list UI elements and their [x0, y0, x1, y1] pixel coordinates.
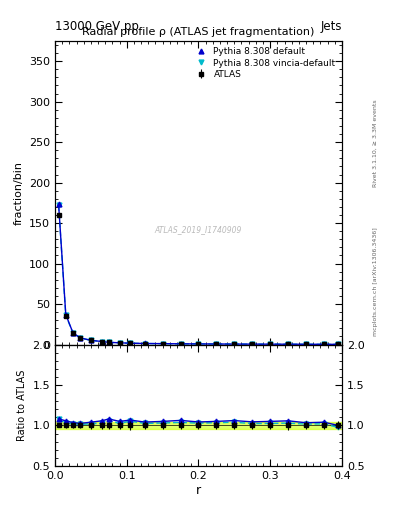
- Pythia 8.308 vincia-default: [71, 330, 75, 336]
- Pythia 8.308 default: [78, 335, 83, 341]
- Pythia 8.308 vincia-default: [250, 341, 255, 347]
- Pythia 8.308 default: [63, 311, 68, 317]
- Pythia 8.308 vincia-default: [321, 341, 326, 347]
- Pythia 8.308 default: [250, 341, 255, 347]
- Pythia 8.308 default: [88, 337, 93, 344]
- Pythia 8.308 default: [232, 341, 237, 347]
- Pythia 8.308 default: [286, 341, 290, 347]
- Pythia 8.308 vincia-default: [63, 312, 68, 318]
- Bar: [55, 422, 342, 429]
- Pythia 8.308 default: [321, 341, 326, 347]
- Pythia 8.308 vincia-default: [160, 340, 165, 347]
- Pythia 8.308 default: [128, 340, 133, 346]
- Pythia 8.308 vincia-default: [304, 341, 309, 347]
- Pythia 8.308 vincia-default: [142, 340, 147, 347]
- Text: Jets: Jets: [320, 20, 342, 33]
- Pythia 8.308 vincia-default: [232, 341, 237, 347]
- Pythia 8.308 vincia-default: [214, 341, 219, 347]
- Pythia 8.308 default: [56, 201, 61, 207]
- Pythia 8.308 vincia-default: [99, 338, 104, 345]
- Line: Pythia 8.308 vincia-default: Pythia 8.308 vincia-default: [56, 203, 341, 347]
- Text: mcplots.cern.ch [arXiv:1306.3436]: mcplots.cern.ch [arXiv:1306.3436]: [373, 227, 378, 336]
- Pythia 8.308 vincia-default: [128, 340, 133, 346]
- Pythia 8.308 vincia-default: [286, 341, 290, 347]
- Pythia 8.308 default: [107, 339, 111, 346]
- Pythia 8.308 default: [268, 341, 273, 347]
- Title: Radial profile ρ (ATLAS jet fragmentation): Radial profile ρ (ATLAS jet fragmentatio…: [82, 28, 315, 37]
- Pythia 8.308 default: [99, 338, 104, 345]
- Pythia 8.308 default: [196, 341, 201, 347]
- Pythia 8.308 default: [71, 330, 75, 336]
- Text: ATLAS_2019_I1740909: ATLAS_2019_I1740909: [155, 225, 242, 233]
- Pythia 8.308 default: [178, 341, 183, 347]
- Pythia 8.308 vincia-default: [107, 339, 111, 346]
- Line: Pythia 8.308 default: Pythia 8.308 default: [56, 202, 341, 347]
- Pythia 8.308 vincia-default: [336, 342, 341, 348]
- Pythia 8.308 default: [336, 342, 341, 348]
- Pythia 8.308 vincia-default: [117, 340, 122, 346]
- Legend: Pythia 8.308 default, Pythia 8.308 vincia-default, ATLAS: Pythia 8.308 default, Pythia 8.308 vinci…: [190, 46, 338, 80]
- Pythia 8.308 default: [304, 341, 309, 347]
- Y-axis label: fraction/bin: fraction/bin: [13, 161, 24, 225]
- X-axis label: r: r: [196, 483, 201, 497]
- Pythia 8.308 default: [117, 340, 122, 346]
- Pythia 8.308 default: [142, 340, 147, 347]
- Pythia 8.308 vincia-default: [268, 341, 273, 347]
- Pythia 8.308 vincia-default: [178, 341, 183, 347]
- Pythia 8.308 vincia-default: [78, 335, 83, 341]
- Y-axis label: Ratio to ATLAS: Ratio to ATLAS: [17, 370, 27, 441]
- Pythia 8.308 default: [214, 341, 219, 347]
- Pythia 8.308 vincia-default: [88, 337, 93, 344]
- Pythia 8.308 vincia-default: [56, 202, 61, 208]
- Pythia 8.308 vincia-default: [196, 341, 201, 347]
- Text: Rivet 3.1.10, ≥ 3.3M events: Rivet 3.1.10, ≥ 3.3M events: [373, 99, 378, 187]
- Text: 13000 GeV pp: 13000 GeV pp: [55, 20, 139, 33]
- Pythia 8.308 default: [160, 340, 165, 347]
